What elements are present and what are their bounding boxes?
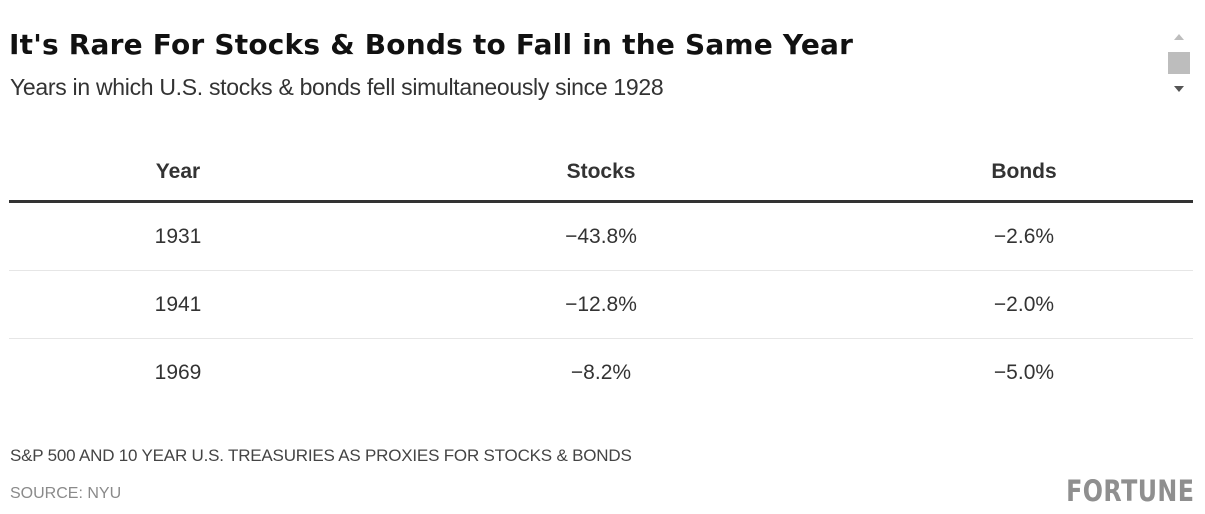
cell-stocks: −8.2% [570, 360, 632, 384]
table-row: 1931 −43.8% −2.6% [9, 203, 1193, 271]
table-row: 1969 −8.2% −5.0% [9, 339, 1193, 406]
column-header-year: Year [155, 160, 201, 183]
table-header-row: Year Stocks Bonds [9, 140, 1193, 203]
scroll-down-arrow-icon[interactable] [1174, 86, 1184, 92]
cell-bonds: −2.0% [993, 292, 1055, 316]
column-header-stocks: Stocks [566, 160, 636, 183]
data-table: Year Stocks Bonds 1931 −43.8% −2.6% 1941… [9, 140, 1193, 406]
cell-year: 1969 [154, 360, 202, 384]
cell-stocks: −12.8% [565, 292, 637, 316]
cell-bonds: −5.0% [993, 360, 1055, 384]
chart-source: SOURCE: NYU [10, 485, 122, 502]
table-row: 1941 −12.8% −2.0% [9, 271, 1193, 339]
fortune-logo: FORTUNE [1065, 474, 1194, 508]
cell-bonds: −2.6% [993, 224, 1055, 248]
chart-footnote: S&P 500 AND 10 YEAR U.S. TREASURIES AS P… [10, 446, 632, 465]
column-header-bonds: Bonds [991, 160, 1057, 183]
chart-title: It's Rare For Stocks & Bonds to Fall in … [9, 28, 854, 61]
scrollbar-thumb[interactable] [1168, 52, 1190, 74]
scroll-up-arrow-icon[interactable] [1174, 34, 1184, 40]
cell-stocks: −43.8% [565, 224, 637, 248]
chart-subtitle: Years in which U.S. stocks & bonds fell … [10, 74, 664, 100]
cell-year: 1941 [154, 292, 202, 316]
scrollbar[interactable] [1166, 24, 1192, 100]
cell-year: 1931 [154, 224, 202, 248]
